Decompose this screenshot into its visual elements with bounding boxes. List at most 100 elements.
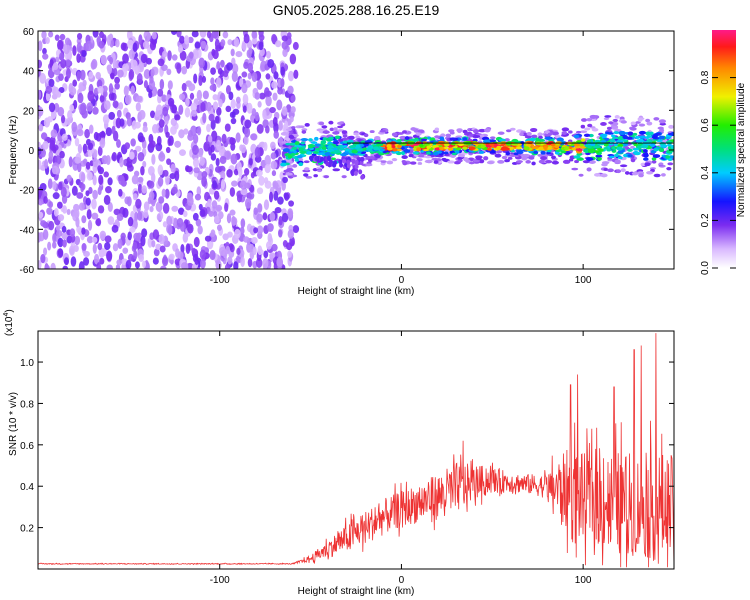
spectrogram-signal-cell [635,121,641,124]
spectrogram-noise-cell [253,227,259,234]
spectrogram-signal-cell [364,163,373,167]
spectrogram-signal-cell [426,151,431,155]
spectrogram-noise-cell [282,176,288,184]
spectrogram-noise-cell [248,158,253,166]
spectrogram-signal-cell [364,139,373,144]
snr-x-ticks: -100 0 100 [210,331,592,586]
spectrogram-signal-cell [537,153,543,157]
spectrogram-noise-cell [55,56,60,63]
spectrogram-noise-cell [149,40,157,51]
spectrogram-signal-cell [668,124,674,129]
spectrogram-noise-cell [212,101,219,110]
spectrogram-noise-cell [105,186,112,194]
spectrogram-signal-cell [424,155,432,159]
spectrogram-noise-cell [38,147,42,156]
spectrogram-signal-cell [434,135,440,138]
spectrogram-noise-cell [157,176,164,187]
spectrogram-signal-cell [571,167,579,171]
spectrogram-noise-cell [167,50,172,61]
spectrogram-noise-cell [165,146,171,154]
spectrogram-signal-cell [531,161,536,166]
spectrogram-signal-cell [306,151,312,155]
spectrogram-signal-cell [504,138,510,142]
spectrogram-noise-cell [75,217,80,228]
spectrogram-noise-cell [99,257,105,265]
spectrogram-signal-cell [595,154,603,158]
spectrogram-noise-cell [160,64,168,71]
spectrogram-noise-cell [53,207,59,217]
spectrogram-noise-cell [99,31,104,39]
spectrogram-signal-cell [544,136,552,141]
spectrogram-x-tick-label: -100 [210,275,230,286]
spectrogram-signal-cell [489,136,496,140]
spectrogram-noise-cell [181,82,187,92]
spectrogram-noise-cell [63,43,70,55]
spectrogram-noise-cell [151,31,157,40]
spectrogram-noise-cell [265,95,272,107]
spectrogram-signal-cell [457,159,463,163]
spectrogram-signal-cell [434,127,440,132]
spectrogram-noise-cell [61,133,68,141]
spectrogram-signal-cell [348,135,355,140]
spectrogram-noise-cell [243,135,249,146]
spectrogram-signal-cell [333,127,338,131]
spectrogram-signal-cell [417,129,425,134]
spectrogram-noise-cell [65,68,71,79]
spectrogram-signal-cell [486,147,493,151]
spectrogram-noise-cell [243,33,250,44]
spectrogram-signal-cell [469,133,474,137]
spectrogram-noise-cell [82,158,88,165]
spectrogram-signal-cell [658,135,666,140]
spectrogram-noise-cell [195,218,202,227]
spectrogram-signal-cell [494,153,502,158]
spectrogram-signal-cell [379,129,386,133]
spectrogram-noise-cell [257,100,262,108]
spectrogram-noise-cell [153,248,160,257]
spectrogram-noise-cell [81,215,87,224]
spectrogram-noise-cell [114,76,120,84]
spectrogram-signal-cell [617,156,623,160]
spectrogram-signal-cell [667,162,674,166]
spectrogram-signal-cell [343,140,348,144]
spectrogram-signal-cell [665,155,671,159]
spectrogram-signal-cell [501,155,508,160]
spectrogram-signal-cell [350,171,355,177]
spectrogram-noise-cell [193,166,200,174]
spectrogram-noise-cell [192,49,199,60]
spectrogram-noise-cell [251,36,258,45]
snr-y-tick-label: 0.8 [20,399,34,410]
spectrogram-signal-cell [607,168,614,173]
spectrogram-signal-cell [511,143,519,146]
spectrogram-noise-cell [77,143,83,154]
spectrogram-noise-cell [207,198,212,208]
spectrogram-signal-cell [496,145,502,150]
spectrogram-noise-cell [210,119,216,130]
spectrogram-signal-cell [516,146,522,150]
spectrogram-signal-cell [296,154,303,159]
spectrogram-noise-cell [273,130,279,139]
spectrogram-noise-cell [255,169,263,177]
spectrogram-signal-cell [581,118,588,122]
spectrogram-noise-cell [158,233,165,245]
spectrogram-noise-cell [76,129,84,137]
spectrogram-noise-cell [240,256,245,268]
spectrogram-noise-cell [48,220,55,231]
spectrogram-noise-cell [159,245,166,253]
spectrogram-signal-cell [303,173,309,177]
spectrogram-noise-cell [112,59,118,71]
spectrogram-noise-cell [116,213,124,222]
spectrogram-noise-cell [78,202,85,211]
spectrogram-noise-cell [142,40,150,49]
spectrogram-signal-cell [645,118,651,123]
spectrogram-noise-cell [242,93,249,105]
spectrogram-signal-cell [437,140,445,145]
spectrogram-signal-cell [310,141,318,145]
spectrogram-noise-cell [225,84,231,95]
spectrogram-signal-cell [503,147,510,151]
spectrogram-signal-cell [480,144,486,149]
spectrogram-signal-cell [433,160,439,164]
spectrogram-signal-cell [631,171,639,176]
spectrogram-signal-cell [366,147,373,152]
spectrogram-signal-cell [445,133,452,138]
spectrogram-signal-cell [516,150,524,154]
